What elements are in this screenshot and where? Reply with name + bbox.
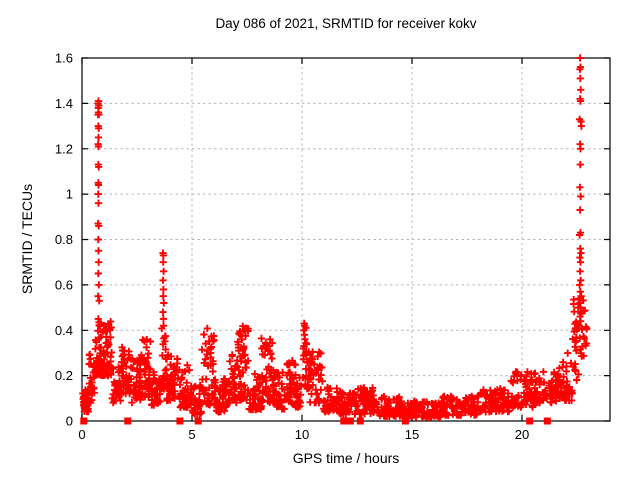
svg-text:1.2: 1.2 — [55, 141, 73, 156]
svg-text:0: 0 — [66, 414, 73, 429]
scatter-points — [79, 54, 591, 422]
svg-text:1: 1 — [66, 187, 73, 202]
svg-text:20: 20 — [515, 427, 529, 442]
svg-text:10: 10 — [295, 427, 309, 442]
svg-text:0.6: 0.6 — [55, 277, 73, 292]
svg-text:0.8: 0.8 — [55, 232, 73, 247]
chart-title: Day 086 of 2021, SRMTID for receiver kok… — [215, 16, 477, 31]
svg-text:1.4: 1.4 — [55, 96, 73, 111]
zero-flag-markers — [80, 417, 551, 425]
svg-text:0.4: 0.4 — [55, 323, 73, 338]
svg-text:1.6: 1.6 — [55, 51, 73, 66]
svg-text:5: 5 — [188, 427, 195, 442]
svg-text:0: 0 — [78, 427, 85, 442]
x-axis-label: GPS time / hours — [292, 450, 400, 466]
svg-text:0.2: 0.2 — [55, 368, 73, 383]
svg-text:15: 15 — [405, 427, 419, 442]
